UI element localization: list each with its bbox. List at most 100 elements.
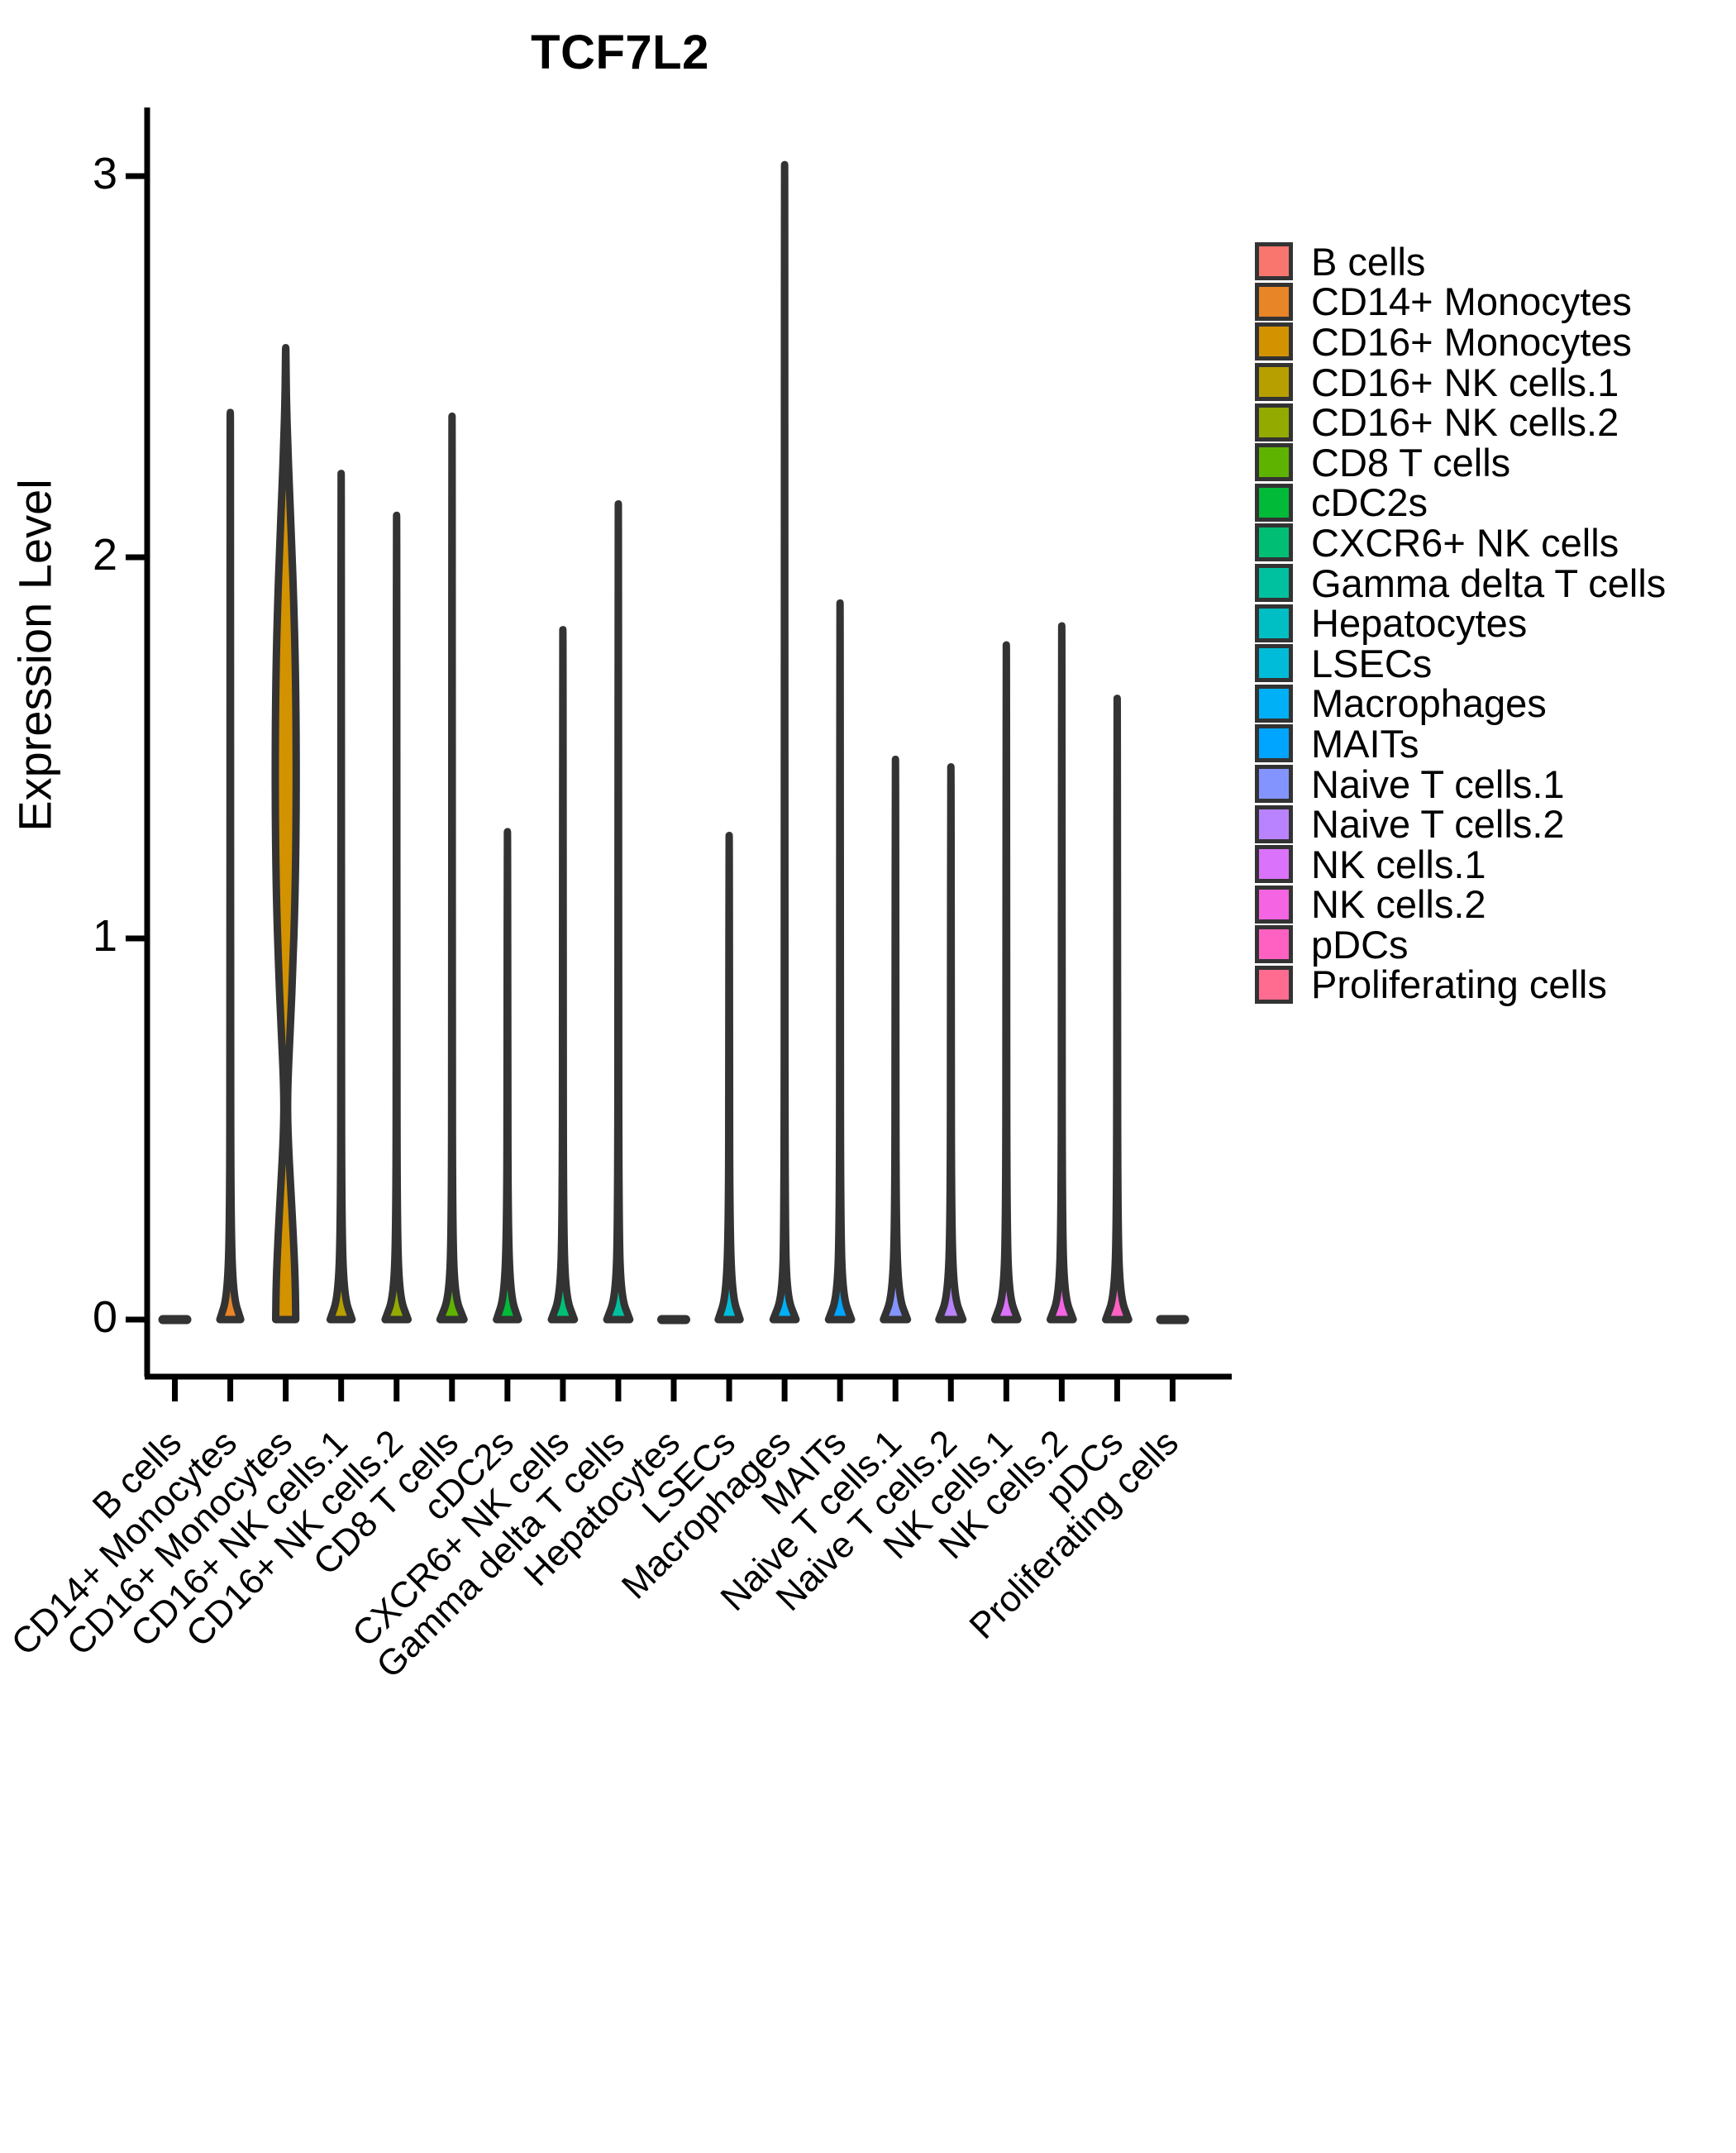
violin-maits[interactable] [824,599,856,1324]
violin-shape[interactable] [547,626,579,1324]
legend-item[interactable]: Proliferating cells [1255,965,1718,1005]
legend-item-label: CXCR6+ NK cells [1311,520,1619,565]
legend-item-label: NK cells.1 [1311,842,1486,886]
legend-color-swatch [1255,925,1293,964]
legend-color-swatch [1255,403,1293,442]
legend-item-label: CD14+ Monocytes [1311,279,1632,324]
y-axis-tick-label: 3 [92,149,117,198]
legend-color-swatch [1255,644,1293,683]
legend-item-label: Proliferating cells [1311,962,1607,1007]
chart-plot-area: Expression Level 0 1 2 3 [0,0,1240,1422]
violin-pdcs[interactable] [1102,695,1133,1324]
legend-item-label: CD16+ NK cells.1 [1311,360,1619,404]
legend-color-swatch [1255,965,1293,1004]
legend-color-swatch [1255,885,1293,924]
violin-shape[interactable] [714,832,744,1324]
legend-item-label: Naive T cells.1 [1311,761,1565,806]
legend-item[interactable]: MAITs [1255,723,1718,764]
violin-naive-t-cells-1[interactable] [880,755,912,1324]
violin-nk-cells-1[interactable] [990,641,1022,1324]
violin-lsecs[interactable] [714,832,744,1324]
violin-shape[interactable] [1102,695,1133,1324]
legend-color-swatch [1255,523,1293,562]
violin-cd16-monocytes[interactable] [271,343,300,1324]
violin-shape[interactable] [326,470,356,1324]
legend-color-swatch [1255,483,1293,522]
legend-color-swatch [1255,363,1293,402]
legend-color-swatch [1255,322,1293,361]
violin-shape[interactable] [436,412,468,1324]
violin-macrophages[interactable] [769,160,800,1324]
legend-color-swatch [1255,604,1293,642]
legend-item[interactable]: NK cells.1 [1255,844,1718,885]
legend-color-swatch [1255,282,1293,321]
legend-item[interactable]: LSECs [1255,643,1718,684]
legend-item[interactable]: CD14+ Monocytes [1255,282,1718,322]
y-axis-tick-label: 0 [92,1292,117,1342]
legend-color-swatch [1255,684,1293,723]
violin-shape[interactable] [769,160,800,1324]
violin-svg [126,107,1232,1401]
violin-nk-cells-2[interactable] [1047,622,1077,1324]
legend-color-swatch [1255,845,1293,884]
legend-item[interactable]: B cells [1255,241,1718,282]
legend-item[interactable]: Naive T cells.2 [1255,804,1718,844]
legend-item[interactable]: pDCs [1255,924,1718,965]
legend-item[interactable]: NK cells.2 [1255,885,1718,925]
legend-item[interactable]: Hepatocytes [1255,603,1718,643]
legend-item[interactable]: CXCR6+ NK cells [1255,523,1718,563]
violin-shape[interactable] [216,408,245,1324]
legend-item-label: CD16+ NK cells.2 [1311,400,1619,445]
violin-cxcr6-nk-cells[interactable] [547,626,579,1324]
violin-shape[interactable] [381,511,413,1324]
legend-item[interactable]: Macrophages [1255,684,1718,724]
legend-item-label: pDCs [1311,922,1409,967]
legend-item[interactable]: CD16+ NK cells.1 [1255,362,1718,403]
legend-item-label: B cells [1311,239,1426,284]
legend-item-label: Gamma delta T cells [1311,561,1667,605]
violin-shape[interactable] [493,828,522,1324]
legend-item-label: MAITs [1311,721,1419,766]
y-axis-label: Expression Level [8,479,61,832]
legend-item-label: LSECs [1311,641,1433,685]
violin-shape[interactable] [1047,622,1077,1324]
legend-item[interactable]: Gamma delta T cells [1255,563,1718,604]
legend-item-label: NK cells.2 [1311,882,1486,927]
violin-cd8-t-cells[interactable] [436,412,468,1324]
violin-cd14-monocytes[interactable] [216,408,245,1324]
violin-gamma-delta-t-cells[interactable] [603,499,634,1324]
violin-cdc2s[interactable] [493,828,522,1324]
legend-item-label: CD8 T cells [1311,440,1511,485]
violin-naive-t-cells-2[interactable] [935,763,967,1324]
legend-item-label: cDC2s [1311,480,1428,525]
violin-shape[interactable] [935,763,967,1324]
violin-shape[interactable] [990,641,1022,1324]
legend-item-label: CD16+ Monocytes [1311,319,1632,364]
legend-color-swatch [1255,724,1293,763]
legend-color-swatch [1255,765,1293,804]
violin-shape[interactable] [824,599,856,1324]
violin-shape[interactable] [603,499,634,1324]
y-axis-tick-label: 1 [92,911,117,961]
legend-color-swatch [1255,242,1293,281]
violin-plot-figure: TCF7L2 Expression Level 0 1 2 3 B cells CD14… [0,0,1718,1732]
x-axis-tick-labels: B cells CD14+ Monocytes CD16+ Monocytes CD1… [0,1377,1240,1732]
legend-item[interactable]: CD8 T cells [1255,442,1718,483]
legend-item[interactable]: CD16+ NK cells.2 [1255,402,1718,442]
violin-cd16-nk-cells-1[interactable] [326,470,356,1324]
violin-cd16-nk-cells-2[interactable] [381,511,413,1324]
legend-color-swatch [1255,443,1293,482]
legend-item[interactable]: Naive T cells.1 [1255,764,1718,804]
legend-color-swatch [1255,804,1293,843]
violin-shape[interactable] [880,755,912,1324]
legend-color-swatch [1255,564,1293,603]
page-title: TCF7L2 [531,26,709,79]
violin-shape[interactable] [271,343,300,1324]
legend-item[interactable]: CD16+ Monocytes [1255,322,1718,362]
legend-item-label: Macrophages [1311,681,1547,726]
legend-item[interactable]: cDC2s [1255,483,1718,523]
legend-item-label: Naive T cells.2 [1311,802,1565,847]
y-axis-tick-label: 2 [92,530,117,580]
legend: B cells CD14+ Monocytes CD16+ Monocytes CD1… [1255,241,1718,1005]
legend-item-label: Hepatocytes [1311,601,1528,646]
